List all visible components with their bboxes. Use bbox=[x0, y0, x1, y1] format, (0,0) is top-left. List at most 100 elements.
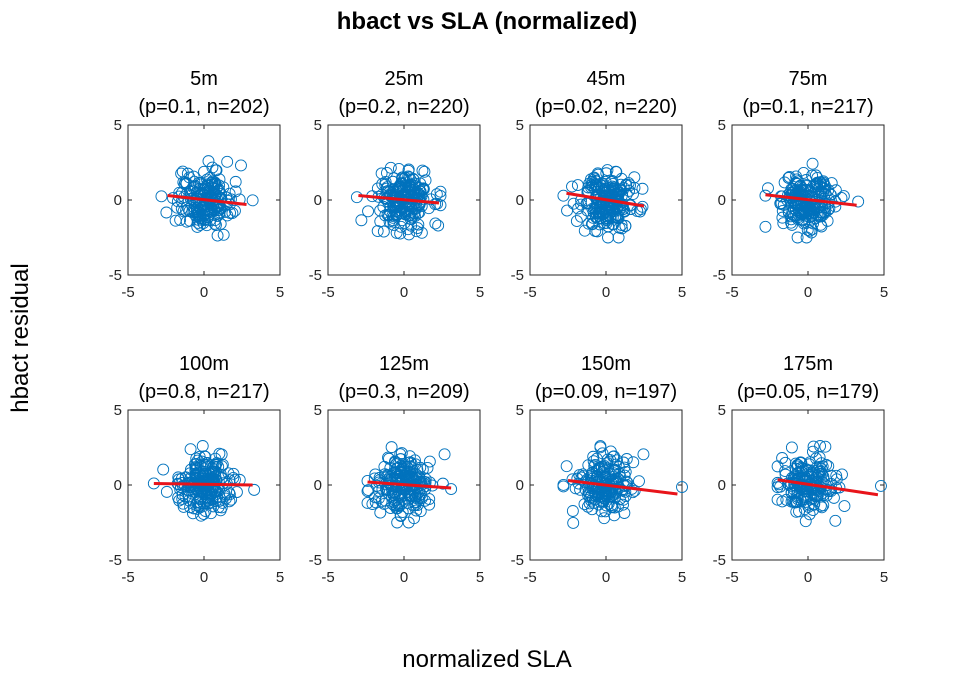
data-point bbox=[214, 468, 227, 481]
x-tick-label: 5 bbox=[880, 569, 888, 586]
data-point bbox=[778, 176, 791, 189]
x-tick-label: -5 bbox=[725, 569, 738, 586]
subplot-subtitle: (p=0.1, n=217) bbox=[742, 96, 873, 118]
subplot-title: 175m bbox=[783, 353, 833, 375]
data-point bbox=[417, 183, 430, 196]
subplot-title: 150m bbox=[581, 353, 631, 375]
data-point bbox=[808, 487, 820, 500]
data-point bbox=[408, 177, 421, 190]
data-point bbox=[815, 501, 828, 514]
y-tick-label: -5 bbox=[511, 552, 524, 569]
data-point bbox=[235, 159, 247, 172]
x-tick-label: 0 bbox=[400, 284, 408, 301]
data-point bbox=[771, 476, 784, 489]
data-point bbox=[578, 224, 591, 237]
data-point bbox=[157, 463, 170, 476]
data-point bbox=[597, 180, 610, 193]
data-point bbox=[397, 462, 410, 475]
data-point bbox=[415, 226, 428, 239]
data-point bbox=[599, 505, 612, 518]
x-tick-label: -5 bbox=[523, 569, 536, 586]
data-point bbox=[190, 458, 203, 470]
data-point bbox=[394, 509, 407, 522]
x-tick-label: 5 bbox=[678, 284, 686, 301]
data-point bbox=[387, 211, 399, 224]
data-point bbox=[637, 448, 650, 461]
data-point bbox=[394, 227, 407, 240]
x-tick-label: 0 bbox=[200, 284, 208, 301]
data-point bbox=[201, 497, 214, 510]
data-point bbox=[782, 205, 795, 218]
data-point bbox=[160, 485, 173, 498]
data-point bbox=[406, 211, 418, 224]
data-point bbox=[811, 471, 824, 484]
data-point bbox=[785, 441, 798, 454]
data-point bbox=[825, 469, 838, 482]
subplot-subtitle: (p=0.09, n=197) bbox=[535, 381, 677, 403]
data-point bbox=[598, 464, 611, 477]
data-point bbox=[230, 486, 243, 499]
data-point bbox=[795, 456, 808, 469]
data-point bbox=[390, 209, 403, 221]
data-point bbox=[612, 212, 625, 225]
data-point bbox=[616, 484, 629, 497]
data-point bbox=[819, 440, 832, 453]
data-point bbox=[589, 179, 602, 192]
data-point bbox=[403, 228, 415, 241]
data-point bbox=[771, 460, 784, 473]
data-point bbox=[374, 215, 387, 228]
data-point bbox=[248, 483, 261, 496]
subplot-5m: 5m (p=0.1, n=202) -5 0 5 -5 0 5 bbox=[109, 68, 285, 301]
data-point bbox=[209, 459, 222, 471]
data-point bbox=[409, 499, 422, 511]
data-point bbox=[793, 206, 806, 219]
y-axis-label: hbact residual bbox=[7, 263, 34, 412]
data-point bbox=[799, 488, 812, 501]
data-point bbox=[798, 204, 810, 217]
data-point bbox=[560, 460, 573, 473]
data-point bbox=[566, 180, 578, 193]
data-point bbox=[803, 224, 816, 237]
y-tick-label: 5 bbox=[516, 117, 524, 134]
subplot-title: 125m bbox=[379, 353, 429, 375]
data-point bbox=[591, 225, 604, 238]
data-point bbox=[180, 177, 193, 190]
data-point bbox=[385, 441, 398, 454]
x-tick-label: 0 bbox=[804, 569, 812, 586]
data-point bbox=[612, 500, 624, 513]
data-point bbox=[201, 211, 214, 224]
subplot-100m: 100m (p=0.8, n=217) -5 0 5 -5 0 5 bbox=[109, 353, 285, 586]
data-point bbox=[215, 448, 228, 461]
data-point bbox=[193, 480, 206, 492]
data-point bbox=[604, 454, 617, 467]
data-point bbox=[184, 443, 197, 456]
data-point bbox=[408, 454, 421, 467]
data-point bbox=[399, 208, 412, 221]
data-point bbox=[791, 231, 804, 244]
data-point bbox=[566, 473, 579, 486]
x-tick-label: 0 bbox=[400, 569, 408, 586]
y-tick-label: 0 bbox=[314, 477, 322, 494]
data-point bbox=[423, 455, 436, 468]
data-point bbox=[620, 453, 633, 465]
data-point bbox=[825, 477, 838, 490]
data-point bbox=[200, 491, 213, 503]
y-tick-label: -5 bbox=[109, 552, 122, 569]
subplot-title: 5m bbox=[190, 68, 218, 90]
data-point bbox=[571, 472, 584, 485]
data-point bbox=[591, 489, 604, 502]
data-point bbox=[186, 206, 199, 219]
x-tick-label: -5 bbox=[121, 569, 134, 586]
data-point bbox=[816, 199, 829, 212]
data-point bbox=[806, 190, 818, 203]
data-point bbox=[837, 190, 850, 203]
data-point bbox=[411, 222, 424, 235]
data-point bbox=[776, 204, 789, 217]
x-tick-label: 0 bbox=[804, 284, 812, 301]
data-point bbox=[574, 210, 587, 223]
data-point bbox=[418, 165, 431, 178]
data-point bbox=[227, 467, 240, 480]
data-point bbox=[195, 204, 208, 217]
data-point bbox=[183, 214, 196, 227]
